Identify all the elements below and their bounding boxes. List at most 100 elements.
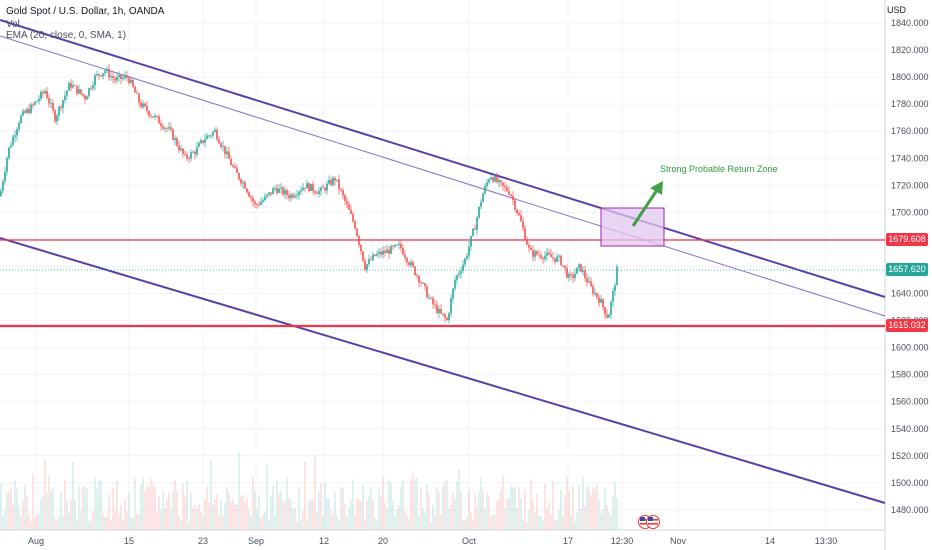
candle-body <box>528 244 530 248</box>
candle-body <box>346 201 348 205</box>
volume-bar <box>278 493 280 530</box>
candle-body <box>520 215 522 222</box>
arrow-icon[interactable] <box>631 181 663 227</box>
candle-body <box>232 165 234 167</box>
candle-body <box>138 93 140 103</box>
volume-bar <box>528 509 530 530</box>
volume-bar <box>130 516 132 530</box>
volume-bar <box>390 482 392 530</box>
volume-bar <box>574 521 576 530</box>
candle-body <box>360 244 362 252</box>
volume-bar <box>94 477 96 530</box>
candle-body <box>274 188 276 189</box>
volume-bar <box>610 515 612 530</box>
candle-body <box>110 76 112 78</box>
candle-body <box>170 127 172 130</box>
volume-bar <box>180 520 182 530</box>
candle-body <box>598 297 600 303</box>
candle-body <box>28 109 30 113</box>
volume-bar <box>24 484 26 530</box>
volume-bar <box>294 508 296 530</box>
candle-body <box>576 267 578 274</box>
candle-body <box>88 88 90 97</box>
candle-body <box>330 180 332 185</box>
time-axis[interactable]: Aug 15 23 Sep 12 20 Oct 17 12:30 Nov 14 13:30 <box>28 536 837 546</box>
candle-body <box>440 308 442 314</box>
candle-body <box>204 139 206 143</box>
candle-body <box>74 85 76 87</box>
candle-body <box>242 182 244 184</box>
volume-bar <box>370 486 372 530</box>
candle-body <box>200 140 202 144</box>
volume-bar <box>270 495 272 530</box>
candle-body <box>60 106 62 109</box>
volume-bar <box>422 507 424 530</box>
candle-body <box>596 293 598 298</box>
volume-bar <box>2 515 4 530</box>
volume-bar <box>584 506 586 530</box>
volume-bar <box>312 499 314 530</box>
volume-bar <box>342 487 344 530</box>
time-tick-label: 12:30 <box>611 536 634 546</box>
candle-body <box>302 187 304 191</box>
volume-bar <box>76 521 78 530</box>
volume-bar <box>78 486 80 530</box>
volume-bar <box>496 501 498 530</box>
volume-bar <box>186 480 188 530</box>
volume-bar <box>300 519 302 530</box>
candle-body <box>84 95 86 100</box>
volume-bar <box>582 477 584 530</box>
candle-body <box>310 183 312 192</box>
candle-body <box>366 264 368 270</box>
volume-bar <box>22 500 24 530</box>
volume-bar <box>80 510 82 530</box>
candle-body <box>126 75 128 78</box>
candle-body <box>214 129 216 132</box>
candle-body <box>386 249 388 253</box>
candle-body <box>404 254 406 258</box>
volume-bar <box>334 492 336 530</box>
candle-body <box>146 105 148 112</box>
volume-bar <box>162 490 164 530</box>
volume-bar <box>290 499 292 530</box>
candle-body <box>348 204 350 210</box>
candle-body <box>470 235 472 247</box>
candle-body <box>68 82 70 91</box>
candle-body <box>212 131 214 136</box>
volume-bar <box>260 517 262 530</box>
channel-mid-line[interactable] <box>0 35 886 317</box>
volume-bar <box>254 490 256 530</box>
candle-body <box>194 151 196 155</box>
volume-bar <box>332 514 334 530</box>
candle-body <box>134 86 136 93</box>
candle-body <box>80 89 82 94</box>
volume-bar <box>68 513 70 530</box>
candle-body <box>566 268 568 278</box>
volume-bar <box>60 492 62 530</box>
candle-body <box>100 75 102 77</box>
candle-body <box>252 198 254 202</box>
candle-body <box>300 190 302 192</box>
candle-body <box>504 185 506 188</box>
volume-bar <box>416 477 418 530</box>
volume-bar <box>424 513 426 530</box>
volume-bar <box>198 503 200 530</box>
channel-lower-line[interactable] <box>0 237 886 504</box>
us-flag-icon[interactable] <box>637 514 661 530</box>
candle-body <box>574 273 576 278</box>
volume-bar <box>490 516 492 530</box>
volume-bar <box>118 515 120 530</box>
volume-bar <box>392 501 394 530</box>
volume-bar <box>128 493 130 530</box>
return-zone-box[interactable] <box>600 207 665 247</box>
volume-bar <box>102 513 104 530</box>
volume-bar <box>606 504 608 530</box>
channel-upper-line[interactable] <box>0 19 886 298</box>
volume-bar <box>164 508 166 530</box>
price-tick-label: 1580.000 <box>891 370 929 380</box>
volume-bar <box>170 510 172 530</box>
volume-bar <box>242 495 244 530</box>
candle-body <box>494 176 496 182</box>
candle-body <box>540 255 542 258</box>
